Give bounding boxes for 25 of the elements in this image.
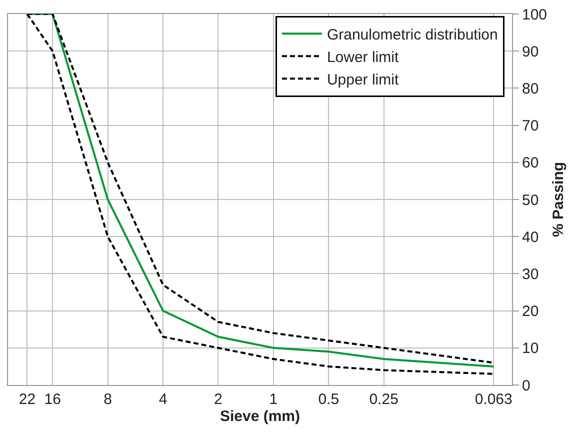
legend-label: Granulometric distribution xyxy=(326,26,498,44)
legend-label: Upper limit xyxy=(326,71,400,88)
x-tick-label: 1 xyxy=(269,391,278,408)
x-tick-label: 2 xyxy=(214,391,222,408)
y-axis-title: % Passing xyxy=(550,162,568,238)
y-tick-label: 100 xyxy=(522,6,548,24)
x-tick-label: 8 xyxy=(104,391,112,408)
y-tick-label: 70 xyxy=(522,118,539,135)
x-tick-label: 16 xyxy=(44,391,61,408)
x-axis-title: Sieve (mm) xyxy=(220,408,300,425)
y-tick-label: 80 xyxy=(522,80,539,98)
y-tick-label: 0 xyxy=(522,377,530,394)
x-tick-label: 0.063 xyxy=(474,391,512,408)
y-tick-label: 50 xyxy=(522,192,539,209)
y-tick-label: 30 xyxy=(522,266,539,283)
y-tick-label: 20 xyxy=(522,303,539,320)
y-tick-label: 10 xyxy=(522,340,539,358)
x-tick-label: 4 xyxy=(158,391,168,408)
y-tick-label: 60 xyxy=(522,154,539,172)
y-tick-label: 40 xyxy=(522,228,539,246)
legend-label: Lower limit xyxy=(326,48,400,66)
x-tick-label: 0.5 xyxy=(318,391,340,408)
x-tick-label: 22 xyxy=(18,391,36,408)
y-tick-label: 90 xyxy=(522,43,539,60)
x-tick-label: 0.25 xyxy=(369,391,398,408)
